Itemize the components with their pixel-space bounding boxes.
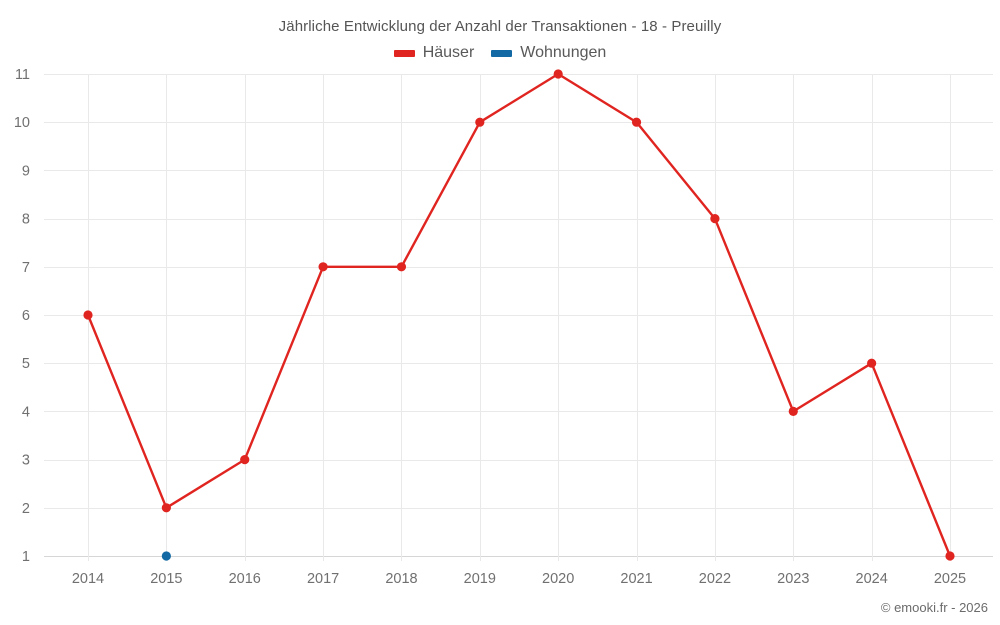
x-axis-tick-label: 2021 (620, 571, 652, 587)
x-axis-tick-label: 2019 (464, 571, 496, 587)
data-point[interactable] (867, 358, 877, 368)
x-axis-tick-label: 2024 (856, 571, 888, 587)
x-axis-tick-label: 2014 (72, 571, 104, 587)
y-axis-tick-label: 10 (14, 115, 30, 131)
data-point[interactable] (161, 503, 171, 513)
y-axis-tick-label: 6 (22, 308, 30, 324)
chart-legend: Häuser Wohnungen (0, 44, 1000, 62)
y-axis-tick-label: 2 (22, 501, 30, 517)
legend-label-hauser: Häuser (422, 44, 475, 61)
data-point[interactable] (475, 117, 485, 127)
x-axis-tick-label: 2025 (934, 571, 966, 587)
x-axis-tick-label: 2023 (777, 571, 809, 587)
y-axis-tick-label: 9 (22, 163, 30, 179)
y-axis-tick-label: 5 (22, 356, 30, 372)
x-axis-tick-label: 2017 (307, 571, 339, 587)
y-axis-tick-label: 4 (22, 404, 30, 420)
x-axis-tick-label: 2016 (229, 571, 261, 587)
data-point[interactable] (710, 214, 720, 224)
data-point[interactable] (318, 262, 328, 272)
series-line-häuser (86, 72, 952, 558)
y-axis-tick-label: 3 (22, 453, 30, 469)
x-axis-tick-label: 2015 (150, 571, 182, 587)
y-axis-tick-label: 11 (15, 67, 30, 83)
data-point[interactable] (945, 551, 955, 561)
x-axis-tick-label: 2022 (699, 571, 731, 587)
data-point[interactable] (240, 455, 250, 465)
legend-swatch-hauser (393, 49, 415, 57)
legend-item-wohnungen[interactable]: Wohnungen (491, 44, 606, 62)
chart-title: Jährliche Entwicklung der Anzahl der Tra… (278, 18, 722, 35)
x-axis-tick-label: 2020 (542, 571, 574, 587)
data-point[interactable] (788, 406, 798, 416)
copyright-credit: © emooki.fr - 2026 (880, 600, 988, 615)
data-point[interactable] (83, 310, 93, 320)
legend-label-wohnungen: Wohnungen (520, 44, 607, 61)
legend-swatch-wohnungen (491, 49, 513, 57)
y-axis-tick-label: 7 (22, 260, 30, 276)
y-axis-tick-label: 8 (22, 212, 30, 228)
legend-item-hauser[interactable]: Häuser (393, 44, 475, 62)
data-point[interactable] (553, 69, 563, 79)
data-point[interactable] (631, 117, 642, 127)
data-point[interactable] (396, 262, 407, 272)
x-axis-tick-label: 2018 (385, 571, 417, 587)
y-axis-tick-label: 1 (22, 549, 30, 565)
data-point[interactable] (161, 551, 171, 561)
